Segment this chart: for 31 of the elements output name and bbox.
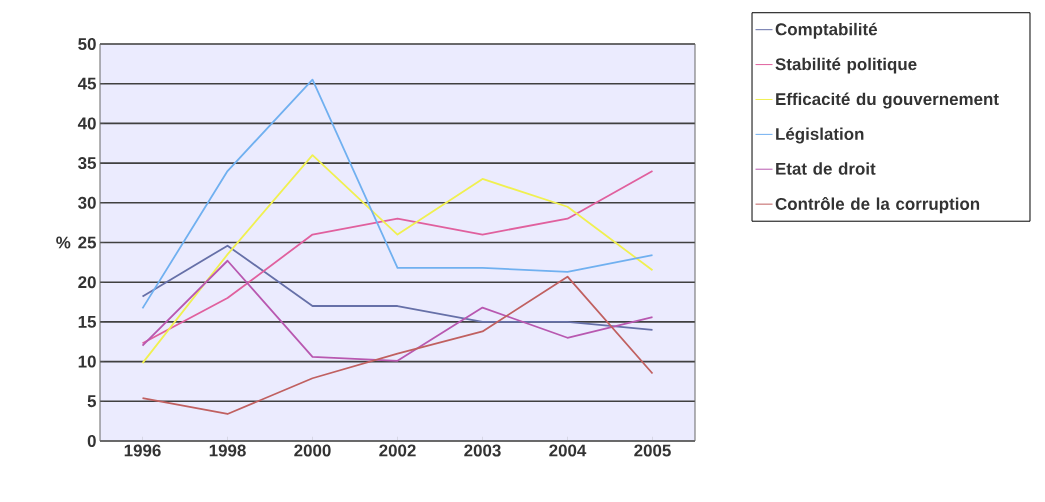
y-tick-label: 10 bbox=[78, 355, 96, 368]
legend-label: Comptabilité bbox=[775, 22, 878, 39]
line-series bbox=[141, 78, 654, 310]
legend-label: Etat de droit bbox=[776, 162, 876, 175]
y-tick-label: 45 bbox=[77, 77, 97, 90]
line-series bbox=[141, 244, 654, 331]
line-series bbox=[141, 259, 654, 362]
y-axis-title: % bbox=[56, 236, 71, 249]
y-tick-label: 15 bbox=[78, 315, 97, 328]
legend-label: Stabilité politique bbox=[775, 57, 917, 74]
x-tick-label: 1996 bbox=[124, 444, 161, 457]
x-tick-label: 2002 bbox=[379, 444, 416, 457]
line-series bbox=[141, 170, 654, 345]
legend-label: Législation bbox=[776, 127, 864, 144]
legend-label: Efficacité du gouvernement bbox=[776, 92, 999, 109]
line-series bbox=[141, 154, 654, 365]
x-tick-label: 2004 bbox=[549, 444, 587, 457]
x-tick-label: 2005 bbox=[634, 444, 671, 457]
line-series bbox=[141, 275, 654, 415]
y-tick-label: 20 bbox=[78, 276, 96, 289]
legend-label: Contrôle de la corruption bbox=[775, 197, 980, 214]
x-tick-label: 1998 bbox=[209, 444, 246, 457]
y-tick-label: 0 bbox=[87, 434, 96, 447]
x-tick-label: 2003 bbox=[464, 444, 501, 457]
y-tick-label: 40 bbox=[77, 117, 96, 130]
y-tick-label: 25 bbox=[78, 236, 97, 249]
y-tick-label: 30 bbox=[78, 196, 96, 209]
y-tick-label: 35 bbox=[78, 157, 97, 170]
x-tick-label: 2000 bbox=[294, 444, 331, 457]
y-tick-label: 5 bbox=[87, 395, 97, 408]
y-tick-label: 50 bbox=[78, 37, 96, 50]
